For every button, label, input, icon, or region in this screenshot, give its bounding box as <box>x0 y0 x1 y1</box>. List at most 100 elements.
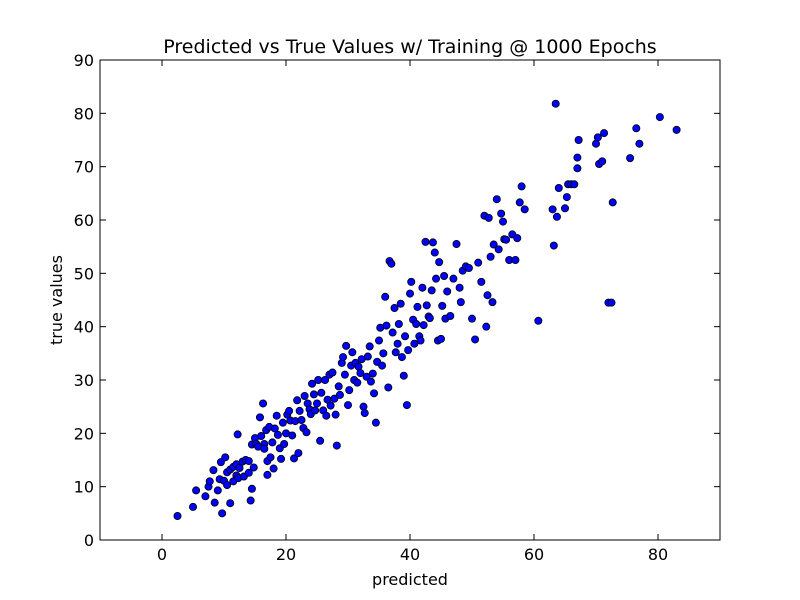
y-tick-label: 40 <box>74 318 94 337</box>
data-point <box>497 209 506 218</box>
x-tick-label: 20 <box>276 545 296 564</box>
data-point <box>173 512 182 521</box>
data-point <box>492 195 501 204</box>
data-point <box>418 283 427 292</box>
data-point <box>334 382 343 391</box>
data-point <box>322 411 331 420</box>
data-point <box>413 302 422 311</box>
data-point <box>343 401 352 410</box>
data-point <box>520 205 529 214</box>
data-point <box>339 353 348 362</box>
data-point <box>401 332 410 341</box>
data-point <box>494 245 503 254</box>
data-point <box>321 375 330 384</box>
data-point <box>551 99 560 108</box>
y-tick-label: 60 <box>74 211 94 230</box>
data-point <box>263 470 272 479</box>
y-tick-label: 20 <box>74 424 94 443</box>
data-point <box>455 283 464 292</box>
data-point <box>293 396 302 405</box>
data-point <box>548 205 557 214</box>
data-point <box>259 399 268 408</box>
data-point <box>484 213 493 222</box>
data-point <box>233 430 242 439</box>
data-point <box>209 466 218 475</box>
data-point <box>464 263 473 272</box>
data-point <box>672 125 681 134</box>
data-point <box>280 439 289 448</box>
data-point <box>371 418 380 427</box>
data-point <box>379 349 388 358</box>
x-axis-label: predicted <box>372 570 448 589</box>
x-tick-label: 60 <box>524 545 544 564</box>
y-axis-label: true values <box>47 255 66 345</box>
data-point <box>268 438 277 447</box>
data-point <box>482 322 491 331</box>
data-point <box>311 406 320 415</box>
data-point <box>436 334 445 343</box>
data-point <box>221 453 230 462</box>
data-point <box>300 391 309 400</box>
data-point <box>422 301 431 310</box>
data-point <box>244 468 253 477</box>
chart-title: Predicted vs True Values w/ Training @ 1… <box>163 36 656 58</box>
data-point <box>428 238 437 247</box>
data-point <box>399 371 408 380</box>
data-point <box>425 314 434 323</box>
data-point <box>308 379 317 388</box>
data-point <box>488 298 497 307</box>
data-point <box>302 428 311 437</box>
data-point <box>356 369 365 378</box>
data-point <box>270 424 279 433</box>
data-point <box>410 339 419 348</box>
data-point <box>365 342 374 351</box>
data-point <box>387 259 396 268</box>
y-tick-label: 50 <box>74 264 94 283</box>
data-point <box>201 492 210 501</box>
data-point <box>498 217 507 226</box>
data-point <box>368 369 377 378</box>
x-axis-ticks: 0 20 40 60 80 <box>157 60 668 564</box>
data-point <box>407 277 416 286</box>
data-point <box>331 410 340 419</box>
data-point <box>328 368 337 377</box>
data-point <box>353 378 362 387</box>
data-point <box>370 389 379 398</box>
data-point <box>393 339 402 348</box>
data-point <box>294 449 303 458</box>
data-point <box>446 311 455 320</box>
data-point <box>511 255 520 264</box>
data-point <box>235 463 244 472</box>
data-point <box>432 274 441 283</box>
data-point <box>297 415 306 424</box>
data-point <box>404 346 413 355</box>
data-point <box>452 239 461 248</box>
data-point <box>449 274 458 283</box>
data-point <box>317 388 326 397</box>
data-point <box>390 303 399 312</box>
data-point <box>598 157 607 166</box>
data-point <box>378 361 387 370</box>
data-point <box>381 292 390 301</box>
data-point <box>314 375 323 384</box>
data-point <box>440 271 449 280</box>
data-point <box>561 204 570 213</box>
data-point <box>366 377 375 386</box>
y-tick-label: 90 <box>74 51 94 70</box>
data-point <box>513 234 522 243</box>
data-point <box>412 319 421 328</box>
data-point <box>223 481 232 490</box>
data-point <box>285 406 294 415</box>
y-tick-label: 30 <box>74 371 94 390</box>
data-point <box>397 353 406 362</box>
data-point <box>244 457 253 466</box>
data-point <box>430 248 439 257</box>
data-point <box>435 258 444 267</box>
data-point <box>257 431 266 440</box>
data-point <box>210 498 219 507</box>
y-tick-label: 80 <box>74 104 94 123</box>
data-point <box>382 321 391 330</box>
data-point <box>374 336 383 345</box>
data-point <box>502 235 511 244</box>
data-point <box>534 316 543 325</box>
